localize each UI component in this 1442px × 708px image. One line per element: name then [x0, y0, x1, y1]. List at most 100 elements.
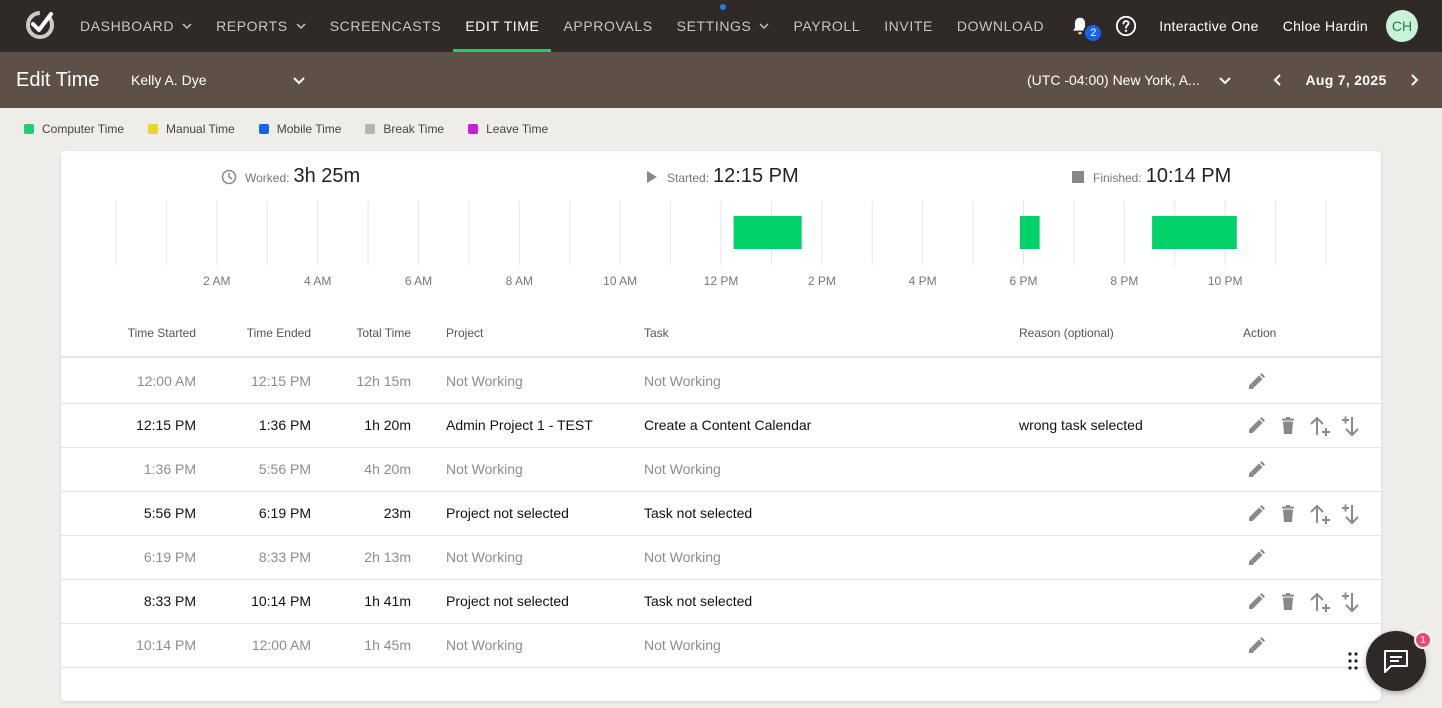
cell-project: Not Working: [446, 549, 523, 565]
timezone-select[interactable]: (UTC -04:00) New York, A...: [1027, 72, 1232, 88]
nav-item-label: SETTINGS: [676, 18, 752, 34]
help-icon[interactable]: [1115, 15, 1137, 37]
edit-button[interactable]: [1244, 370, 1268, 394]
row-actions: [1244, 634, 1276, 658]
nav-item-label: INVITE: [884, 18, 933, 34]
edit-icon: [1249, 637, 1265, 653]
nav-item-edit-time[interactable]: EDIT TIME: [453, 0, 552, 52]
cell-reason: wrong task selected: [1019, 417, 1143, 433]
chevron-down-icon: [759, 23, 769, 30]
delete-icon: [1282, 505, 1294, 522]
delete-button[interactable]: [1276, 590, 1300, 614]
legend-item: Break Time: [365, 122, 444, 136]
insert-below-icon: [1342, 416, 1359, 437]
row-actions: [1244, 502, 1372, 526]
cell-time-ended: 5:56 PM: [258, 461, 311, 477]
cell-time-ended: 1:36 PM: [258, 417, 311, 433]
activity-block[interactable]: [733, 216, 802, 249]
cell-time-started: 1:36 PM: [143, 461, 196, 477]
company-switcher[interactable]: Interactive One: [1159, 18, 1259, 34]
legend-label: Mobile Time: [276, 122, 342, 136]
edit-button[interactable]: [1244, 458, 1268, 482]
new-indicator-dot: [720, 4, 727, 10]
legend-swatch: [468, 124, 479, 134]
insert-above-button[interactable]: [1308, 590, 1332, 614]
current-date[interactable]: Aug 7, 2025: [1305, 72, 1387, 88]
cell-total-time: 1h 20m: [364, 417, 411, 433]
insert-above-icon: [1310, 592, 1330, 612]
header-project: Project: [446, 326, 484, 340]
insert-above-button[interactable]: [1308, 414, 1332, 438]
edit-button[interactable]: [1244, 414, 1268, 438]
nav-item-label: DASHBOARD: [80, 18, 175, 34]
nav-item-reports[interactable]: REPORTS: [204, 0, 318, 52]
chat-launcher-button[interactable]: 1: [1366, 631, 1432, 691]
edit-button[interactable]: [1244, 502, 1268, 526]
legend-swatch: [258, 124, 269, 134]
table-row: 6:19 PM 8:33 PM 2h 13m Not Working Not Worki…: [61, 536, 1381, 580]
play-icon: [647, 170, 657, 183]
legend-item: Leave Time: [468, 122, 548, 136]
chevron-down-icon: [182, 23, 192, 30]
worked-summary: Worked: 3h 25m: [221, 165, 360, 188]
nav-item-screencasts[interactable]: SCREENCASTS: [318, 0, 454, 52]
edit-button[interactable]: [1244, 590, 1268, 614]
chevron-right-icon: [1411, 74, 1419, 86]
top-nav: DASHBOARD REPORTS SCREENCASTS EDIT TIME APPR…: [0, 0, 1442, 52]
insert-below-button[interactable]: [1340, 590, 1364, 614]
row-actions: [1244, 414, 1372, 438]
header-reason: Reason (optional): [1019, 326, 1114, 340]
cell-project: Project not selected: [446, 505, 569, 521]
employee-select[interactable]: Kelly A. Dye: [131, 72, 306, 88]
user-menu[interactable]: Chloe Hardin: [1282, 18, 1368, 34]
cell-time-started: 8:33 PM: [143, 593, 196, 609]
insert-below-button[interactable]: [1340, 502, 1364, 526]
table-row: 8:33 PM 10:14 PM 1h 41m Project not selecte…: [61, 580, 1381, 624]
table-row: 12:00 AM 12:15 PM 12h 15m Not Working Not Wo…: [61, 360, 1381, 404]
cell-project: Not Working: [446, 637, 523, 653]
legend-item: Computer Time: [24, 122, 124, 136]
insert-below-button[interactable]: [1340, 414, 1364, 438]
edit-button[interactable]: [1244, 546, 1268, 570]
delete-button[interactable]: [1276, 414, 1300, 438]
insert-above-button[interactable]: [1308, 502, 1332, 526]
drag-handle-icon[interactable]: [1347, 651, 1359, 671]
cell-task: Create a Content Calendar: [644, 417, 812, 433]
cell-time-ended: 12:00 AM: [251, 637, 311, 653]
date-navigator: Aug 7, 2025: [1266, 68, 1426, 92]
nav-item-payroll[interactable]: PAYROLL: [781, 0, 872, 52]
header-time-started: Time Started: [127, 326, 196, 340]
nav-item-label: APPROVALS: [563, 18, 653, 34]
nav-item-approvals[interactable]: APPROVALS: [551, 0, 664, 52]
chevron-down-icon: [1219, 77, 1231, 85]
activity-block[interactable]: [1152, 216, 1237, 249]
cell-total-time: 12h 15m: [356, 373, 411, 389]
cell-time-ended: 8:33 PM: [258, 549, 311, 565]
nav-item-invite[interactable]: INVITE: [872, 0, 945, 52]
legend-label: Manual Time: [166, 122, 235, 136]
avatar[interactable]: CH: [1386, 10, 1418, 42]
cell-time-started: 6:19 PM: [143, 549, 196, 565]
table-row: 5:56 PM 6:19 PM 23m Project not selected Tas…: [61, 492, 1381, 536]
edit-button[interactable]: [1244, 634, 1268, 658]
cell-project: Not Working: [446, 373, 523, 389]
legend-item: Manual Time: [148, 122, 235, 136]
app-logo-icon[interactable]: [24, 9, 56, 41]
nav-item-download[interactable]: DOWNLOAD: [945, 0, 1056, 52]
header-action: Action: [1243, 326, 1277, 340]
previous-day-button[interactable]: [1266, 68, 1290, 92]
next-day-button[interactable]: [1402, 68, 1426, 92]
time-type-legend: Computer Time Manual Time Mobile Time Break…: [24, 122, 572, 136]
delete-button[interactable]: [1276, 502, 1300, 526]
cell-task: Not Working: [644, 549, 721, 565]
nav-item-settings[interactable]: SETTINGS: [665, 0, 782, 52]
notification-count-badge: 2: [1083, 23, 1104, 43]
notifications-button[interactable]: 2: [1069, 15, 1104, 43]
cell-time-started: 12:00 AM: [136, 373, 196, 389]
edit-icon: [1249, 373, 1265, 389]
activity-block[interactable]: [1019, 216, 1040, 249]
nav-item-dashboard[interactable]: DASHBOARD: [68, 0, 204, 52]
cell-total-time: 2h 13m: [364, 549, 411, 565]
nav-right: 2 Interactive One Chloe Hardin CH: [1069, 0, 1442, 52]
timeline-tick-label: 2 PM: [808, 274, 836, 288]
